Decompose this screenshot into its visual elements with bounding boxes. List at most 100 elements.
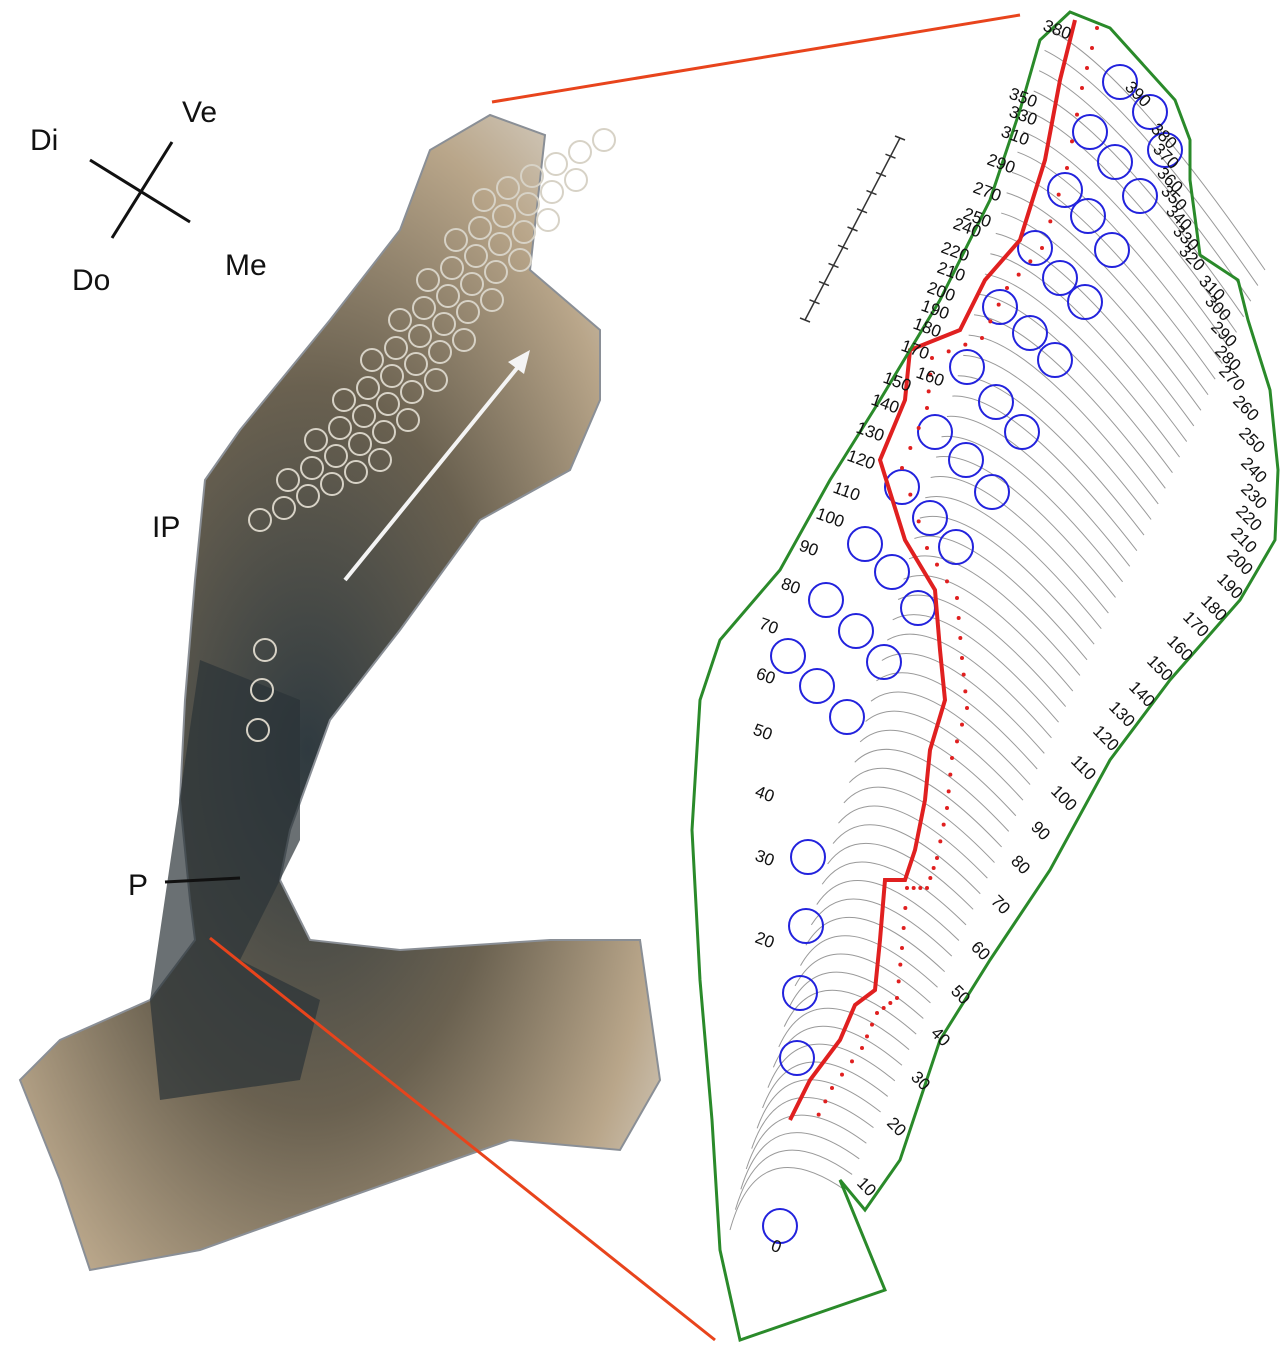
red-dot — [960, 723, 964, 727]
red-dot — [958, 636, 962, 640]
red-dot — [900, 946, 904, 950]
red-dot — [963, 689, 967, 693]
red-dot — [850, 1059, 854, 1063]
specimen-image — [20, 115, 660, 1270]
red-dot — [945, 806, 949, 810]
circle — [830, 700, 864, 734]
red-dot — [917, 426, 921, 430]
red-dot — [1048, 219, 1052, 223]
contour-label: 140 — [869, 390, 902, 418]
red-dot — [882, 1006, 886, 1010]
red-dot — [925, 546, 929, 550]
red-dot — [898, 963, 902, 967]
scale-bar — [800, 136, 905, 322]
red-dot — [830, 1086, 834, 1090]
circle — [839, 614, 873, 648]
red-dot — [963, 343, 967, 347]
contour-line — [1045, 50, 1258, 285]
circle — [1071, 199, 1105, 233]
red-dot — [927, 389, 931, 393]
contour-label: 50 — [751, 720, 775, 744]
contour-line — [822, 862, 966, 925]
red-dot — [988, 319, 992, 323]
red-dot — [925, 406, 929, 410]
contour-line — [735, 1150, 852, 1210]
pore — [569, 141, 591, 163]
red-dot — [947, 349, 951, 353]
circle — [950, 350, 984, 384]
contour-label: 50 — [947, 981, 974, 1008]
circle — [975, 475, 1009, 509]
circle — [1073, 115, 1107, 149]
red-trace — [790, 20, 1099, 1120]
pore — [545, 153, 567, 175]
red-dot — [950, 756, 954, 760]
contour-line — [730, 1168, 845, 1231]
red-dot — [902, 926, 906, 930]
red-dot — [965, 706, 969, 710]
circle — [1068, 285, 1102, 319]
red-dot — [903, 906, 907, 910]
specimen-label: IP — [152, 511, 180, 544]
contour-label: 120 — [845, 446, 878, 474]
contour-line — [876, 673, 1037, 769]
circle — [901, 591, 935, 625]
red-dot — [1017, 273, 1021, 277]
contour-label: 30 — [753, 846, 777, 870]
contour-line — [871, 692, 1030, 785]
red-dot — [955, 739, 959, 743]
circle — [791, 840, 825, 874]
red-dot — [888, 1001, 892, 1005]
circle — [949, 443, 983, 477]
red-dot — [945, 579, 949, 583]
circle — [983, 290, 1017, 324]
contour-label: 110 — [831, 478, 863, 505]
circle — [789, 909, 823, 943]
contour-label: 160 — [914, 363, 947, 391]
contour-label: 260 — [1229, 391, 1262, 424]
contour-label: 80 — [779, 574, 803, 598]
red-dot — [960, 656, 964, 660]
red-dot — [942, 823, 946, 827]
circle — [1098, 145, 1132, 179]
contour-label: 160 — [1163, 631, 1196, 664]
contour-label: 20 — [753, 928, 777, 952]
contour-label: 90 — [1027, 817, 1054, 844]
circle — [1038, 343, 1072, 377]
contour-line — [985, 274, 1180, 457]
contour-label: 270 — [1215, 361, 1248, 394]
contour-label: 40 — [927, 1023, 954, 1050]
red-dot — [900, 466, 904, 470]
red-dot — [930, 356, 934, 360]
contour-label: 80 — [1007, 851, 1034, 878]
red-dot — [957, 616, 961, 620]
red-dot — [908, 446, 912, 450]
red-dot — [947, 789, 951, 793]
contour-line — [887, 634, 1051, 738]
annuli-circles — [763, 65, 1182, 1243]
contour-line — [801, 936, 938, 988]
circle — [913, 501, 947, 535]
red-dot — [1090, 46, 1094, 50]
red-dot — [948, 773, 952, 777]
circle — [875, 555, 909, 589]
red-dot — [1028, 259, 1032, 263]
red-dot — [925, 886, 929, 890]
figure: Di Ve Do Me IP P 38035033031029027025024… — [0, 0, 1283, 1349]
contour-label: 290 — [985, 150, 1018, 178]
contour-label: 130 — [854, 418, 887, 446]
red-dot — [1095, 26, 1099, 30]
red-dot — [840, 1073, 844, 1077]
orientation-cross — [90, 142, 190, 238]
circle — [780, 1041, 814, 1075]
contour-line — [757, 1080, 880, 1129]
orientation-label: Do — [72, 264, 110, 297]
red-dot — [1040, 246, 1044, 250]
red-dot — [865, 1034, 869, 1038]
red-dot — [1057, 193, 1061, 197]
contour-line — [795, 954, 930, 1003]
specimen-label: P — [128, 869, 148, 902]
contour-line — [833, 825, 980, 894]
contour-label: 270 — [971, 178, 1004, 206]
red-dot — [932, 866, 936, 870]
